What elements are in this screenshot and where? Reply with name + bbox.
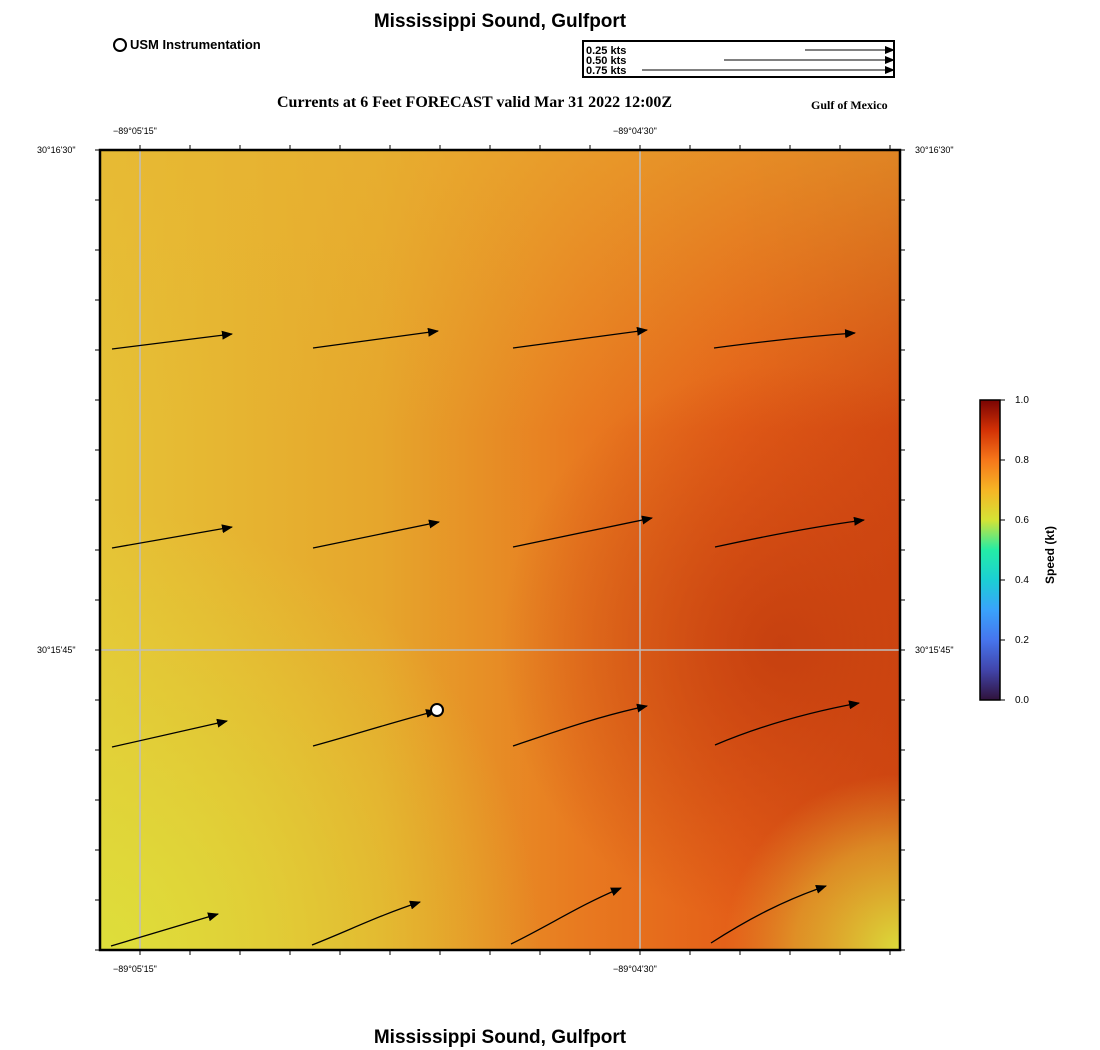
colorbar-tick-08: 0.8: [1015, 455, 1029, 466]
speed-colorbar: [978, 398, 1008, 709]
current-vector: [714, 516, 865, 548]
scale-label-050: 0.50 kts: [586, 55, 627, 67]
current-vector: [510, 887, 622, 945]
graticule: [100, 150, 900, 950]
lat-tick-left-1: 30°16'30": [37, 145, 76, 155]
map-border: [98, 148, 902, 952]
lon-tick-bottom-1: −89°05'15": [113, 964, 157, 974]
speed-field: [100, 150, 900, 950]
scale-label-025: 0.25 kts: [586, 45, 627, 57]
current-vector: [312, 327, 439, 349]
forecast-title: Currents at 6 Feet FORECAST valid Mar 31…: [277, 94, 673, 111]
lat-tick-right-1: 30°16'30": [915, 145, 954, 155]
current-vector: [512, 515, 653, 548]
lat-tick-left-2: 30°15'45": [37, 645, 76, 655]
station-legend: USM Instrumentation: [113, 37, 261, 52]
current-vector: [512, 703, 648, 747]
scale-label-075: 0.75 kts: [586, 65, 627, 77]
current-vector: [111, 524, 233, 549]
station-marker-icon: [113, 37, 127, 52]
current-vector: [312, 519, 440, 549]
current-vectors: [110, 326, 865, 947]
colorbar-tick-02: 0.2: [1015, 635, 1029, 646]
colorbar-tick-00: 0.0: [1015, 695, 1029, 706]
region-label: Gulf of Mexico: [811, 98, 888, 112]
colorbar-tick-10: 1.0: [1015, 395, 1029, 406]
colorbar-title: Speed (kt): [1043, 525, 1057, 584]
current-vector: [111, 330, 233, 350]
lat-tick-right-2: 30°15'45": [915, 645, 954, 655]
vector-scale-legend: 0.25 kts 0.50 kts 0.75 kts: [582, 40, 895, 78]
usm-station-marker[interactable]: [430, 703, 444, 717]
current-vector: [512, 326, 648, 349]
bottom-title: Mississippi Sound, Gulfport: [373, 1027, 627, 1048]
colorbar-tick-04: 0.4: [1015, 575, 1029, 586]
current-vector: [714, 700, 860, 746]
lon-tick-top-1: −89°05'15": [113, 126, 157, 136]
lon-tick-top-2: −89°04'30": [613, 126, 657, 136]
current-vector: [312, 709, 437, 747]
current-vector: [311, 900, 421, 946]
current-vector: [111, 718, 228, 748]
current-vector: [713, 329, 856, 349]
lon-tick-bottom-2: −89°04'30": [613, 964, 657, 974]
current-vector: [110, 912, 219, 947]
colorbar-tick-06: 0.6: [1015, 515, 1029, 526]
station-legend-label: USM Instrumentation: [130, 37, 261, 52]
map-title: Mississippi Sound, Gulfport: [373, 11, 627, 32]
current-vector: [710, 884, 827, 944]
